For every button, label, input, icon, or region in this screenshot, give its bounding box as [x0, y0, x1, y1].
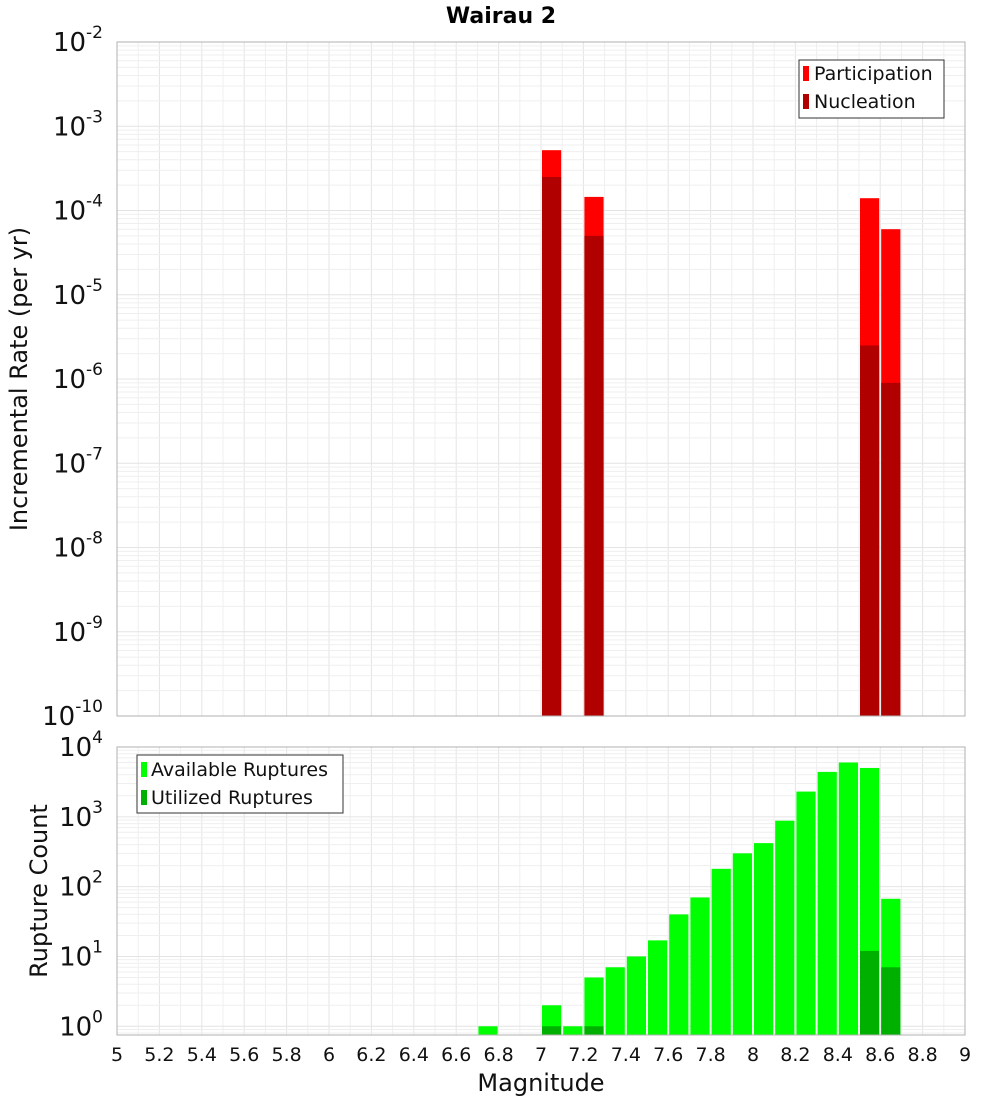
count-y-ticks: 104 103 102 101 100: [59, 728, 103, 1042]
count-bar-available-ruptures: [626, 956, 646, 1035]
rate-bar-nucleation: [584, 235, 604, 717]
count-x-axis-label: Magnitude: [477, 1069, 604, 1097]
x-tick-label: 8.4: [823, 1044, 853, 1066]
y-tick-label: 104: [59, 728, 103, 763]
count-bar-available-ruptures: [584, 977, 604, 1035]
y-tick-label: 102: [59, 868, 103, 903]
count-legend: Available Ruptures Utilized Ruptures: [136, 754, 344, 814]
x-tick-label: 7.6: [653, 1044, 683, 1066]
chart-title: Wairau 2: [446, 4, 556, 29]
count-bar-available-ruptures: [669, 914, 689, 1035]
count-bar-available-ruptures: [690, 897, 710, 1035]
x-tick-label: 7: [535, 1044, 547, 1066]
rate-y-ticks: 10-2 10-3 10-4 10-5 10-6 10-7 10-8 10-9 10-10: [42, 23, 103, 732]
legend-label-nucleation: Nucleation: [814, 91, 916, 113]
count-x-ticks: 5 5.2 5.4 5.6 5.8 6 6.2 6.4 6.6 6.8 7 7.2 7.4 7.6 7.8 8…: [111, 1044, 971, 1066]
rate-plot-frame: [116, 41, 966, 717]
legend-swatch-nucleation: [803, 94, 809, 109]
rate-y-axis-label: Incremental Rate (per yr): [5, 227, 33, 531]
x-tick-label: 8.2: [780, 1044, 810, 1066]
x-tick-label: 6.2: [356, 1044, 386, 1066]
count-panel: 104 103 102 101 100 5 5.2 5.4 5.6 5.8 6 6.2 6.4 6.6 6…: [25, 728, 971, 1097]
count-bar-available-ruptures: [711, 868, 731, 1035]
x-tick-label: 6.4: [399, 1044, 429, 1066]
x-tick-label: 5.2: [144, 1044, 174, 1066]
count-plot-frame: [116, 746, 966, 1036]
rate-panel: 10-2 10-3 10-4 10-5 10-6 10-7 10-8 10-9 10-10 In…: [5, 23, 966, 732]
rate-bar-nucleation: [860, 345, 880, 716]
count-y-axis-label: Rupture Count: [25, 804, 53, 978]
count-bar-available-ruptures: [796, 791, 816, 1035]
y-tick-label: 10-10: [42, 697, 103, 732]
rate-bars: [542, 150, 901, 717]
count-bar-available-ruptures: [732, 853, 752, 1035]
rate-bar-nucleation: [881, 382, 901, 716]
legend-swatch-available: [141, 762, 147, 777]
x-tick-label: 8.8: [907, 1044, 937, 1066]
y-tick-label: 10-6: [53, 360, 103, 395]
count-bar-available-ruptures: [478, 1026, 498, 1035]
x-tick-label: 7.8: [695, 1044, 725, 1066]
rate-gridlines: [116, 41, 966, 717]
x-tick-label: 5: [111, 1044, 123, 1066]
x-tick-label: 7.4: [611, 1044, 641, 1066]
x-tick-label: 5.8: [271, 1044, 301, 1066]
count-bar-utilized-ruptures: [584, 1026, 604, 1035]
x-tick-label: 9: [959, 1044, 971, 1066]
y-tick-label: 100: [59, 1007, 103, 1042]
x-tick-label: 7.2: [568, 1044, 598, 1066]
y-tick-label: 103: [59, 798, 103, 833]
legend-label-available: Available Ruptures: [151, 759, 328, 781]
legend-swatch-utilized: [141, 790, 147, 805]
count-bar-available-ruptures: [754, 843, 774, 1035]
rate-legend: Participation Nucleation: [798, 59, 945, 119]
count-bar-utilized-ruptures: [542, 1026, 562, 1035]
count-bars: [478, 762, 901, 1035]
count-bar-available-ruptures: [775, 820, 795, 1035]
y-tick-label: 10-7: [53, 444, 103, 479]
count-legend-box: [136, 754, 344, 814]
legend-swatch-participation: [803, 66, 809, 81]
count-bar-utilized-ruptures: [881, 967, 901, 1035]
count-bar-available-ruptures: [605, 967, 625, 1035]
legend-label-participation: Participation: [814, 63, 933, 85]
y-tick-label: 10-2: [53, 23, 103, 58]
x-tick-label: 5.4: [187, 1044, 217, 1066]
x-tick-label: 6.6: [441, 1044, 471, 1066]
count-bar-utilized-ruptures: [860, 950, 880, 1035]
count-bar-available-ruptures: [563, 1026, 583, 1035]
count-bar-available-ruptures: [838, 762, 858, 1035]
rate-bar-nucleation: [542, 176, 562, 716]
y-tick-label: 10-3: [53, 107, 103, 142]
count-bar-available-ruptures: [648, 940, 668, 1035]
y-tick-label: 10-8: [53, 529, 103, 564]
x-tick-label: 5.6: [229, 1044, 259, 1066]
y-tick-label: 10-4: [53, 192, 103, 227]
rate-legend-box: [798, 59, 945, 119]
count-bar-available-ruptures: [817, 771, 837, 1035]
x-tick-label: 8: [747, 1044, 759, 1066]
y-tick-label: 101: [59, 937, 103, 972]
x-tick-label: 6: [323, 1044, 335, 1066]
legend-label-utilized: Utilized Ruptures: [151, 787, 313, 809]
y-tick-label: 10-5: [53, 276, 103, 311]
x-tick-label: 8.6: [865, 1044, 895, 1066]
x-tick-label: 6.8: [483, 1044, 513, 1066]
y-tick-label: 10-9: [53, 613, 103, 648]
